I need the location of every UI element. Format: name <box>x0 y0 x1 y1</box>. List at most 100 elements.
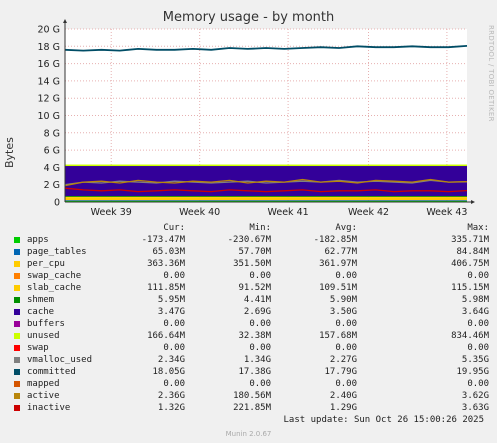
legend-row-vmalloc_used: vmalloc_used 2.34G 1.34G 2.27G 5.35G <box>0 354 497 366</box>
legend-name: per_cpu <box>27 259 65 269</box>
legend-cur: 2.36G <box>157 391 185 401</box>
legend-name: swap <box>27 343 49 353</box>
legend-avg: 361.97M <box>319 259 357 269</box>
legend-max: 406.75M <box>451 259 489 269</box>
y-tick-label: 10 G <box>38 111 60 122</box>
legend-cur: 0.00 <box>163 343 185 353</box>
legend-name: cache <box>27 307 55 317</box>
legend-row-mapped: mapped 0.00 0.00 0.00 0.00 <box>0 378 497 390</box>
legend-name: mapped <box>27 379 60 389</box>
legend-min: 2.69G <box>243 307 271 317</box>
chart-title: Memory usage - by month <box>162 10 335 25</box>
legend-min: 4.41M <box>243 295 271 305</box>
legend-avg: 5.90M <box>329 295 357 305</box>
y-tick-label: 20 G <box>38 25 60 36</box>
x-tick-label: Week 42 <box>348 207 389 218</box>
legend-swatch <box>14 357 20 363</box>
legend-max: 5.35G <box>461 355 489 365</box>
legend-avg: 157.68M <box>319 331 357 341</box>
legend-min: 0.00 <box>249 271 271 281</box>
legend-cur: 1.32G <box>157 403 185 413</box>
legend-swatch <box>14 285 20 291</box>
legend-min: 91.52M <box>238 283 271 293</box>
legend-row-committed: committed 18.05G 17.38G 17.79G 19.95G <box>0 366 497 378</box>
legend-avg: 109.51M <box>319 283 357 293</box>
legend-swatch <box>14 261 20 267</box>
legend-cur: 363.36M <box>147 259 185 269</box>
series-line-inactive <box>64 187 468 193</box>
y-tick-label: 8 G <box>44 128 60 139</box>
legend-avg: 0.00 <box>335 379 357 389</box>
legend-max: 115.15M <box>451 283 489 293</box>
legend-rows: apps -173.47M -230.67M -182.85M 335.71M page_… <box>0 234 497 414</box>
legend-max: 5.98M <box>461 295 489 305</box>
area-shmem <box>65 196 467 197</box>
legend-cur: 0.00 <box>163 379 185 389</box>
header-cur: Cur: <box>163 223 185 233</box>
legend-cur: 0.00 <box>163 271 185 281</box>
area-page_tables <box>65 200 467 201</box>
legend-max: 0.00 <box>467 319 489 329</box>
series-line-committed <box>64 45 468 52</box>
y-tick-label: 2 G <box>44 180 60 191</box>
y-tick-label: 4 G <box>44 163 60 174</box>
legend-name: committed <box>27 367 76 377</box>
legend-cur: 2.34G <box>157 355 185 365</box>
y-axis-arrow <box>63 19 67 23</box>
y-tick-label: 6 G <box>44 146 60 157</box>
legend-name: slab_cache <box>27 283 82 293</box>
legend-swatch <box>14 309 20 315</box>
legend-row-shmem: shmem 5.95M 4.41M 5.90M 5.98M <box>0 294 497 306</box>
legend-cur: 3.47G <box>157 307 185 317</box>
legend-avg: 2.40G <box>329 391 357 401</box>
legend-min: 180.56M <box>233 391 271 401</box>
y-tick-label: 0 <box>54 198 60 209</box>
legend-name: vmalloc_used <box>27 355 93 365</box>
header-max: Max: <box>467 223 489 233</box>
legend-header: Cur: Min: Avg: Max: <box>0 222 497 234</box>
legend-name: apps <box>27 235 49 245</box>
legend-min: 0.00 <box>249 379 271 389</box>
legend-min: 17.38G <box>238 367 271 377</box>
legend-cur: 111.85M <box>147 283 185 293</box>
x-tick-label: Week 40 <box>179 207 220 218</box>
legend-max: 3.64G <box>461 307 489 317</box>
legend-row-cache: cache 3.47G 2.69G 3.50G 3.64G <box>0 306 497 318</box>
legend-max: 3.62G <box>461 391 489 401</box>
legend-row-per_cpu: per_cpu 363.36M 351.50M 361.97M 406.75M <box>0 258 497 270</box>
series-line-active <box>64 178 468 187</box>
legend-avg: 0.00 <box>335 271 357 281</box>
legend-swatch <box>14 297 20 303</box>
memory-chart: 0 2 G 4 G 6 G 8 G 10 G 12 G 14 G 16 G 18 G 20 G Wee… <box>38 19 475 218</box>
legend-name: inactive <box>27 403 71 413</box>
legend-max: 84.84M <box>456 247 489 257</box>
legend-swatch <box>14 321 20 327</box>
legend-row-inactive: inactive 1.32G 221.85M 1.29G 3.63G <box>0 402 497 414</box>
legend-min: 57.70M <box>238 247 271 257</box>
legend-row-buffers: buffers 0.00 0.00 0.00 0.00 <box>0 318 497 330</box>
legend-min: 221.85M <box>233 403 271 413</box>
header-avg: Avg: <box>335 223 357 233</box>
legend-row-slab_cache: slab_cache 111.85M 91.52M 109.51M 115.15M <box>0 282 497 294</box>
x-axis-arrow <box>471 200 475 204</box>
legend-swatch <box>14 369 20 375</box>
legend-min: 32.38M <box>238 331 271 341</box>
legend-row-active: active 2.36G 180.56M 2.40G 3.62G <box>0 390 497 402</box>
legend-row-swap: swap 0.00 0.00 0.00 0.00 <box>0 342 497 354</box>
legend-min: 0.00 <box>249 319 271 329</box>
x-tick-label: Week 43 <box>426 207 467 218</box>
last-update: Last update: Sun Oct 26 15:00:26 2025 <box>283 415 484 425</box>
legend-name: unused <box>27 331 60 341</box>
legend-swatch <box>14 237 20 243</box>
legend-swatch <box>14 333 20 339</box>
y-tick-label: 18 G <box>38 42 60 53</box>
legend-swatch <box>14 273 20 279</box>
munin-version: Munin 2.0.67 <box>225 430 272 438</box>
legend-swatch <box>14 345 20 351</box>
legend-max: 3.63G <box>461 403 489 413</box>
legend-row-apps: apps -173.47M -230.67M -182.85M 335.71M <box>0 234 497 246</box>
x-tick-label: Week 39 <box>91 207 132 218</box>
legend-avg: 1.29G <box>329 403 357 413</box>
legend-avg: 3.50G <box>329 307 357 317</box>
legend-min: 351.50M <box>233 259 271 269</box>
